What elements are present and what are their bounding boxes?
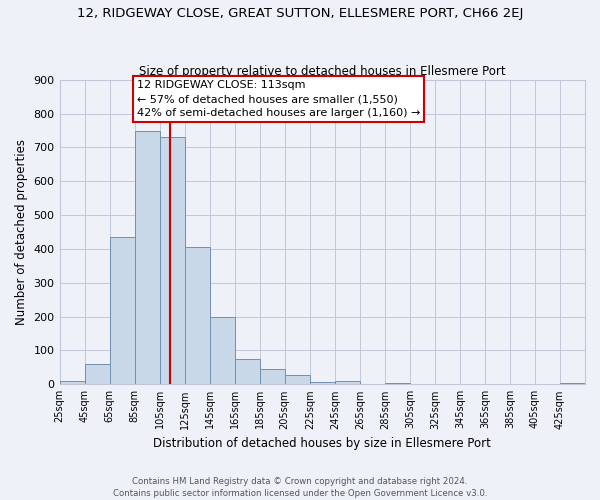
X-axis label: Distribution of detached houses by size in Ellesmere Port: Distribution of detached houses by size … (154, 437, 491, 450)
Bar (260, 369, 285, 384)
Bar (209, 316, 235, 384)
Bar (59, 381, 85, 384)
Bar (310, 382, 335, 384)
Y-axis label: Number of detached properties: Number of detached properties (15, 139, 28, 325)
Bar (110, 237, 134, 384)
Bar (560, 382, 585, 384)
Bar (134, 131, 160, 384)
Bar (335, 381, 360, 384)
Text: 12, RIDGEWAY CLOSE, GREAT SUTTON, ELLESMERE PORT, CH66 2EJ: 12, RIDGEWAY CLOSE, GREAT SUTTON, ELLESM… (77, 8, 523, 20)
Bar (385, 382, 410, 384)
Text: Contains HM Land Registry data © Crown copyright and database right 2024.
Contai: Contains HM Land Registry data © Crown c… (113, 476, 487, 498)
Bar (185, 247, 209, 384)
Bar (285, 375, 310, 384)
Bar (160, 137, 185, 384)
Text: 12 RIDGEWAY CLOSE: 113sqm
← 57% of detached houses are smaller (1,550)
42% of se: 12 RIDGEWAY CLOSE: 113sqm ← 57% of detac… (137, 80, 421, 118)
Bar (85, 364, 110, 384)
Title: Size of property relative to detached houses in Ellesmere Port: Size of property relative to detached ho… (139, 66, 506, 78)
Bar (235, 359, 260, 384)
